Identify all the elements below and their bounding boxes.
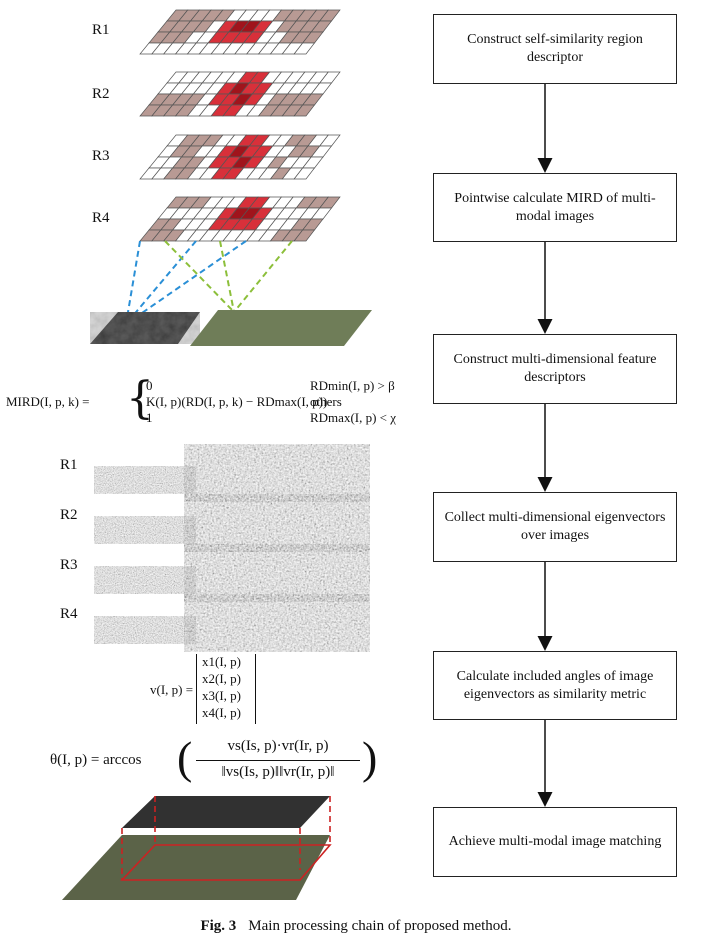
texture-layers (94, 444, 370, 652)
self-similarity-grids (139, 9, 341, 242)
texture-pair-r4 (94, 594, 370, 652)
large-texture-r4 (184, 594, 370, 652)
flow-step-5: Calculate included angles of image eigen… (433, 651, 677, 720)
mird-case3-value: 1 (146, 410, 153, 425)
grid-r3 (139, 134, 341, 180)
texture-label-r1: R1 (60, 457, 78, 473)
large-texture-r2 (184, 494, 370, 552)
mird-case2-value: K(I, p)(RD(I, p, k) − RDmax(I, p)) (146, 394, 328, 409)
small-texture-r3 (94, 566, 196, 594)
small-texture-r1 (94, 466, 196, 494)
theta-formula: θ(I, p) = arccos ( vs(Is, p)·vr(Ir, p) ‖… (50, 732, 378, 783)
dark-top-image (122, 796, 330, 828)
mird-case1-value: 0 (146, 378, 153, 393)
mird-case3-condition: RDmax(I, p) < χ (310, 410, 397, 425)
matched-image-stack (62, 796, 332, 900)
vector-lhs: v(I, p) = (150, 682, 194, 697)
flow-step-3: Construct multi-dimensional feature desc… (433, 334, 677, 404)
satellite-bottom-image (62, 835, 330, 900)
texture-label-r4: R4 (60, 606, 78, 622)
vector-entry-1: x1(I, p) (202, 654, 241, 669)
flow-step-6: Achieve multi-modal image matching (433, 807, 677, 877)
grid-r1 (139, 9, 341, 55)
mird-case2-condition: others (310, 394, 342, 409)
caption-text: Main processing chain of proposed method… (248, 918, 512, 934)
theta-denominator: ‖vs(Is, p)‖‖vr(Ir, p)‖ (221, 764, 335, 780)
texture-label-r2: R2 (60, 507, 78, 523)
mird-formula: MIRD(I, p, k) = { 0 K(I, p)(RD(I, p, k) … (6, 373, 397, 426)
theta-numerator: vs(Is, p)·vr(Ir, p) (227, 738, 329, 754)
texture-pair-r1 (94, 444, 370, 502)
grid-label-r3: R3 (92, 148, 110, 164)
small-texture-r2 (94, 516, 196, 544)
theta-lhs: θ(I, p) = arccos (50, 752, 142, 768)
satellite-source-image (190, 310, 372, 346)
source-image-pair (90, 310, 372, 346)
mird-case1-condition: RDmin(I, p) > β (310, 378, 395, 393)
figure-caption: Fig. 3 Main processing chain of proposed … (0, 918, 712, 935)
flow-step-2: Pointwise calculate MIRD of multi-modal … (433, 173, 677, 242)
vector-entry-3: x3(I, p) (202, 688, 241, 703)
mird-lhs: MIRD(I, p, k) = (6, 394, 90, 409)
vector-formula: v(I, p) = x1(I, p) x2(I, p) x3(I, p) x4(… (150, 654, 290, 726)
grid-label-r4: R4 (92, 210, 110, 226)
caption-label: Fig. 3 (200, 918, 237, 934)
small-texture-r4 (94, 616, 196, 644)
texture-pair-r3 (94, 544, 370, 602)
flow-step-4: Collect multi-dimensional eigenvectors o… (433, 492, 677, 562)
grid-r2 (139, 71, 341, 117)
grid-r4 (139, 196, 341, 242)
projection-lines (125, 240, 293, 325)
grid-label-r1: R1 (92, 22, 110, 38)
large-texture-r3 (184, 544, 370, 602)
grid-label-r2: R2 (92, 86, 110, 102)
large-texture-r1 (184, 444, 370, 502)
vector-entry-2: x2(I, p) (202, 671, 241, 686)
texture-pair-r2 (94, 494, 370, 552)
texture-label-r3: R3 (60, 557, 78, 573)
vector-entry-4: x4(I, p) (202, 705, 241, 720)
flow-step-1: Construct self-similarity region descrip… (433, 14, 677, 84)
